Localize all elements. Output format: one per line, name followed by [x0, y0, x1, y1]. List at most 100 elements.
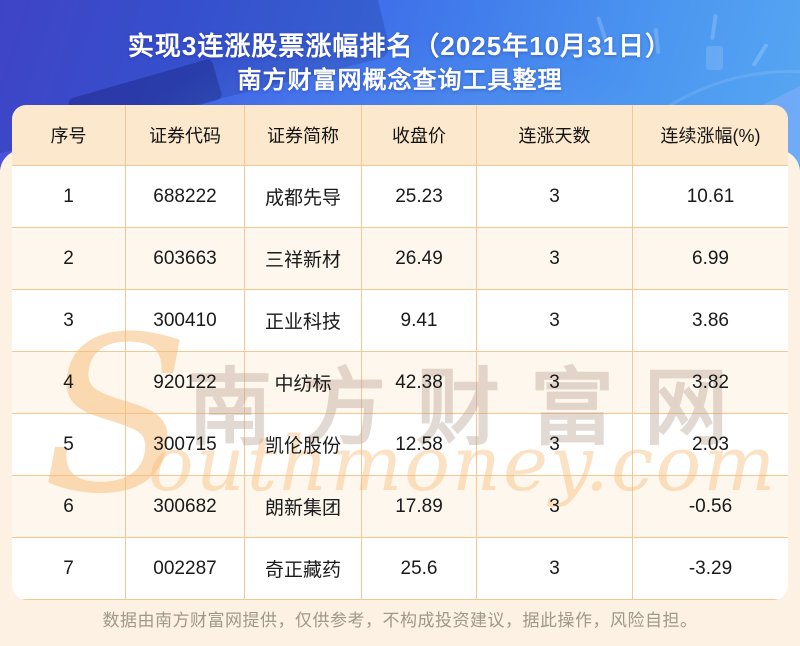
page-title: 实现3连涨股票涨幅排名（2025年10月31日） [127, 31, 673, 61]
cell-text: 成都先导 [264, 188, 341, 209]
table-cell: 25.6 [362, 538, 477, 600]
cell-text: 中纺标 [274, 374, 332, 395]
cell-text: 奇正藏药 [264, 560, 341, 581]
table-row: 6 300682 朗新集团 17.89 3 -0.56 [12, 476, 788, 538]
cell-text: 603663 [153, 247, 217, 269]
table-cell: 300682 [126, 476, 245, 538]
cell-text: 3 [549, 495, 560, 517]
table-cell: 序号 [12, 105, 126, 166]
cell-text: 3 [549, 557, 560, 579]
cell-text: 3 [549, 185, 560, 207]
cell-text: 凯伦股份 [264, 436, 341, 457]
table-cell: 3 [477, 290, 633, 352]
table-cell: 1 [12, 166, 126, 228]
cell-text: 收盘价 [392, 126, 446, 146]
fuel-icon [706, 46, 723, 70]
table-row: 2 603663 三祥新材 26.49 3 6.99 [12, 228, 788, 290]
table-cell: 300715 [126, 414, 245, 476]
cell-text: -0.56 [688, 495, 733, 517]
table-cell: 三祥新材 [245, 228, 362, 290]
cell-text: 3.82 [692, 371, 729, 393]
cell-text: 300715 [153, 433, 217, 455]
table-cell: 收盘价 [362, 105, 477, 166]
table-cell: 688222 [126, 166, 245, 228]
table-row: 1 688222 成都先导 25.23 3 10.61 [12, 166, 788, 228]
table-cell: 002287 [126, 538, 245, 600]
table-cell: 9.41 [362, 290, 477, 352]
table-cell: -3.29 [633, 538, 788, 600]
table-cell: 6.99 [633, 228, 788, 290]
table-cell: 中纺标 [245, 352, 362, 414]
cell-text: 17.89 [395, 495, 443, 517]
table-cell: 42.38 [362, 352, 477, 414]
cell-text: 朗新集团 [264, 498, 341, 519]
stock-table: 序号 证券代码 证券简称 收盘价 连涨天数 连续涨幅(%) 1 688222 成都先导 25.2… [12, 105, 788, 600]
table-cell: 603663 [126, 228, 245, 290]
cell-text: 3 [549, 371, 560, 393]
table-cell: 朗新集团 [245, 476, 362, 538]
table-cell: 920122 [126, 352, 245, 414]
table-cell: 奇正藏药 [245, 538, 362, 600]
cell-text: 连续涨幅(%) [660, 126, 761, 146]
cell-text: 26.49 [395, 247, 443, 269]
cell-text: 42.38 [395, 371, 443, 393]
cell-text: 2.03 [692, 433, 729, 455]
cell-text: 688222 [153, 185, 217, 207]
cell-text: 3 [63, 309, 74, 331]
table-cell: 25.23 [362, 166, 477, 228]
cell-text: 6.99 [692, 247, 729, 269]
table-cell: 17.89 [362, 476, 477, 538]
cell-text: 2 [63, 247, 74, 269]
table-cell: 证券代码 [126, 105, 245, 166]
cell-text: 3 [549, 247, 560, 269]
cell-text: 6 [63, 495, 74, 517]
table-cell: 26.49 [362, 228, 477, 290]
cell-text: 7 [63, 557, 74, 579]
table-cell: 3.86 [633, 290, 788, 352]
cell-text: 25.23 [395, 185, 443, 207]
cell-text: 3 [549, 433, 560, 455]
page-subtitle: 南方财富网概念查询工具整理 [237, 67, 563, 94]
table-cell: 12.58 [362, 414, 477, 476]
cell-text: 25.6 [400, 557, 438, 579]
table-cell: 5 [12, 414, 126, 476]
disclaimer-text: 数据由南方财富网提供，仅供参考，不构成投资建议，据此操作，风险自担。 [102, 611, 698, 630]
table-cell: 成都先导 [245, 166, 362, 228]
cell-text: 3 [549, 309, 560, 331]
table-cell: 10.61 [633, 166, 788, 228]
table-row: 7 002287 奇正藏药 25.6 3 -3.29 [12, 538, 788, 600]
cell-text: -3.29 [688, 557, 733, 579]
table-cell: 证券简称 [245, 105, 362, 166]
cell-text: 920122 [153, 371, 217, 393]
cell-text: 002287 [153, 557, 217, 579]
table-cell: 3 [477, 352, 633, 414]
table-cell: 6 [12, 476, 126, 538]
cell-text: 序号 [50, 126, 87, 146]
table-cell: -0.56 [633, 476, 788, 538]
table-cell: 3 [477, 476, 633, 538]
table-cell: 连续涨幅(%) [633, 105, 788, 166]
cell-text: 300682 [153, 495, 217, 517]
table-row: 4 920122 中纺标 42.38 3 3.82 [12, 352, 788, 414]
table-cell: 3 [477, 228, 633, 290]
cell-text: 5 [63, 433, 74, 455]
cell-text: 300410 [153, 309, 217, 331]
cell-text: 9.41 [400, 309, 438, 331]
cell-text: 正业科技 [264, 312, 341, 333]
cell-text: 12.58 [395, 433, 443, 455]
table-cell: 凯伦股份 [245, 414, 362, 476]
table-cell: 连涨天数 [477, 105, 633, 166]
cell-text: 10.61 [686, 185, 735, 207]
cell-text: 3.86 [692, 309, 729, 331]
table-cell: 3 [477, 414, 633, 476]
cell-text: 三祥新材 [264, 250, 341, 271]
table-cell: 7 [12, 538, 126, 600]
table-cell: 3 [477, 166, 633, 228]
cell-text: 证券简称 [267, 126, 339, 146]
table-body: 1 688222 成都先导 25.23 3 10.61 2 603663 三祥新材 26.49 3 6… [12, 166, 788, 600]
table-cell: 4 [12, 352, 126, 414]
cell-text: 连涨天数 [518, 126, 591, 146]
table-header-row: 序号 证券代码 证券简称 收盘价 连涨天数 连续涨幅(%) [12, 105, 788, 166]
table-cell: 3 [477, 538, 633, 600]
